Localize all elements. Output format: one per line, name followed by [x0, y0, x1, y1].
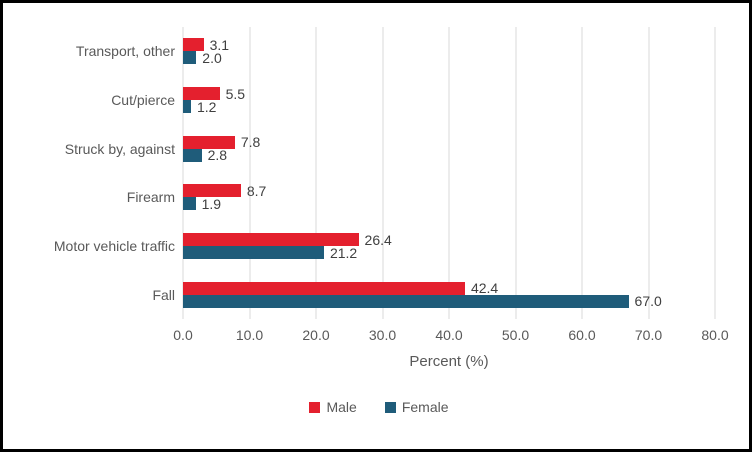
category-row: Transport, other 3.1 2.0: [3, 27, 749, 76]
gridline: [315, 27, 317, 319]
legend-label-male: Male: [326, 399, 357, 415]
category-label: Fall: [152, 286, 175, 303]
value-label: 1.2: [196, 98, 217, 115]
bar-female: 1.2: [183, 99, 216, 115]
value-label: 26.4: [364, 231, 392, 248]
legend-item-male: Male: [309, 399, 357, 415]
gridline: [515, 27, 516, 319]
category-row: Struck by, against 7.8 2.8: [3, 124, 749, 173]
bar-male: 5.5: [183, 86, 245, 102]
legend-item-female: Female: [384, 399, 449, 415]
gridline: [382, 27, 383, 319]
value-label: 2.8: [207, 147, 228, 164]
value-label: 1.9: [201, 195, 222, 212]
value-label: 21.2: [329, 244, 358, 261]
bar-male: 8.7: [183, 183, 266, 199]
male-swatch-icon: [309, 401, 321, 413]
value-label: 2.0: [202, 49, 222, 66]
gridline: [249, 27, 250, 319]
value-label: 67.0: [634, 293, 662, 310]
bar-group: 8.7 1.9: [183, 183, 715, 212]
value-label: 42.4: [470, 280, 499, 297]
x-axis-title: Percent (%): [409, 353, 489, 370]
gridline: [714, 27, 716, 319]
legend: Male Female: [3, 399, 749, 415]
bar-group: 7.8 2.8: [183, 134, 715, 163]
category-label: Firearm: [126, 189, 175, 206]
bar-female: 2.8: [183, 147, 227, 163]
value-label: 3.1: [209, 36, 230, 53]
x-tick-label: 40.0: [435, 327, 463, 343]
category-label: Motor vehicle traffic: [53, 238, 175, 255]
female-swatch-icon: [384, 401, 396, 413]
bar-group: 42.4 67.0: [183, 280, 715, 309]
x-tick-label: 70.0: [634, 327, 663, 343]
category-row: Motor vehicle traffic 26.4 21.2: [3, 222, 749, 271]
gridline: [581, 27, 583, 319]
gridline: [448, 27, 450, 319]
x-tick-label: 60.0: [568, 327, 596, 343]
category-row: Firearm 8.7 1.9: [3, 173, 749, 222]
category-row: Cut/pierce 5.5 1.2: [3, 76, 749, 125]
bar-group: 26.4 21.2: [183, 232, 715, 261]
bar-male: 26.4: [183, 232, 392, 248]
value-label: 5.5: [225, 85, 246, 102]
legend-label-female: Female: [401, 399, 449, 415]
bar-female: 21.2: [183, 245, 357, 261]
x-tick-label: 10.0: [235, 327, 264, 343]
bar-female: 1.9: [183, 196, 221, 212]
gridline: [648, 27, 649, 319]
bar-rows: Transport, other 3.1 2.0 Cut/pierce 5.5 1.2 St…: [3, 27, 749, 319]
x-tick-label: 50.0: [501, 327, 530, 343]
bar-male: 7.8: [183, 134, 260, 150]
x-tick-label: 20.0: [302, 327, 330, 343]
plot-grid: [182, 27, 716, 319]
bar-group: 3.1 2.0: [183, 37, 715, 66]
category-label: Transport, other: [75, 43, 175, 60]
value-label: 8.7: [246, 182, 267, 199]
bar-group: 5.5 1.2: [183, 86, 715, 115]
value-label: 7.8: [240, 134, 261, 151]
category-label: Cut/pierce: [111, 92, 175, 108]
x-tick-label: 0.0: [173, 327, 193, 343]
category-label: Struck by, against: [64, 140, 175, 157]
category-row: Fall 42.4 67.0: [3, 270, 749, 319]
x-tick-label: 80.0: [701, 327, 729, 343]
bar-female: 67.0: [183, 293, 662, 309]
gridline: [182, 27, 184, 319]
x-axis-ticks: 0.0 10.0 20.0 30.0 40.0 50.0 60.0 70.0 80.0: [173, 327, 728, 345]
bar-male: 42.4: [183, 280, 498, 296]
x-tick-label: 30.0: [368, 327, 397, 343]
bar-female: 2.0: [183, 50, 222, 66]
bar-male: 3.1: [183, 37, 229, 53]
